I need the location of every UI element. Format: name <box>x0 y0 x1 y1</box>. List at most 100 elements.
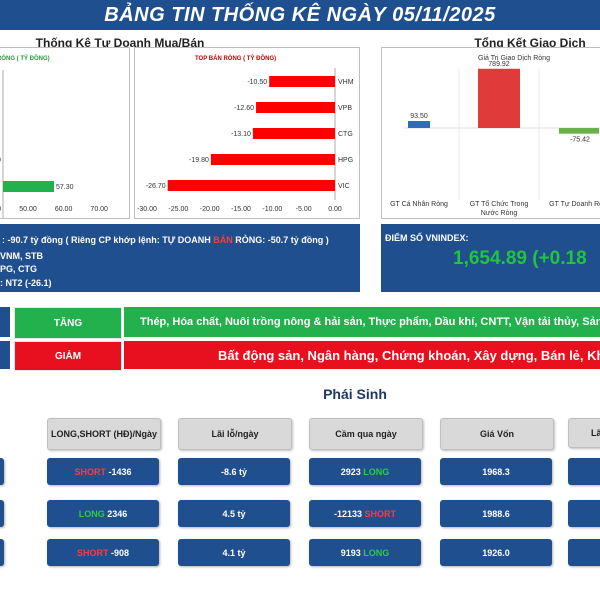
row-2-profit <box>568 500 600 527</box>
sell-chart-title: TOP BÁN RÒNG ( TỶ ĐỒNG) <box>195 54 276 62</box>
buy-chart-title: RÒNG ( TỶ ĐỒNG) <box>0 54 50 62</box>
net-trade-chart-svg: Giá Trị Giao Dịch Ròng 93.50 789.92 -75.42… <box>390 55 600 217</box>
sector-down-list: Bất động sản, Ngân hàng, Chứng khoán, Xâ… <box>124 341 600 369</box>
sell-category-label: VHM <box>338 79 354 86</box>
info-line-4: : NT2 (-26.1) <box>0 278 52 288</box>
sell-category-label: VIC <box>338 183 350 190</box>
buy-tick-label: 40.00 <box>0 206 1 213</box>
buy-tick-label: 60.00 <box>55 206 73 213</box>
row-3-carry: 9193 LONG <box>309 539 421 566</box>
sell-bar <box>252 128 335 139</box>
row-2-pnl: 4.5 tỷ <box>178 500 290 527</box>
row-1-profit <box>568 458 600 485</box>
sell-bar <box>256 102 335 113</box>
row-2-carry: -12133 SHORT <box>309 500 421 527</box>
banner-title: BẢNG TIN THỐNG KÊ NGÀY 05/11/2025 <box>104 3 496 26</box>
net-trade-bar-label: 789.92 <box>488 61 510 68</box>
row-1-pnl: -8.6 tỷ <box>178 458 290 485</box>
sell-bar <box>210 154 335 165</box>
row-2-pos-type: LONG <box>78 508 105 519</box>
left-section-title: Thống Kê Tự Doanh Mua/Bán <box>35 36 205 50</box>
info-line-1-end: RÒNG: -50.7 tỷ đồng ) <box>232 235 329 245</box>
sell-bar-label: -13.10 <box>231 131 251 138</box>
net-trade-chart-title: Giá Trị Giao Dịch Ròng <box>478 55 550 62</box>
sell-tick-label: -25.00 <box>168 206 188 213</box>
buy-partial-label: 0 <box>0 157 1 164</box>
row-1-pos-type: SHORT <box>74 466 106 477</box>
header-carry: Cầm qua ngày <box>309 418 423 450</box>
row-3-position: SHORT -908 <box>47 539 159 566</box>
row-1-position: SHORT -1436 <box>47 458 159 485</box>
sell-tick-label: -10.00 <box>262 206 282 213</box>
header-long-short: LONG,SHORT (HĐ)/Ngày <box>47 418 161 450</box>
info-line-1-highlight: BÁN <box>213 235 233 245</box>
sell-tick-label: -30.00 <box>137 206 157 213</box>
sell-tick-label: 0.00 <box>328 206 342 213</box>
sell-category-label: CTG <box>338 131 353 138</box>
sell-tick-label: -5.00 <box>296 206 312 213</box>
header-pnl: Lãi lỗ/ngày <box>178 418 292 450</box>
buy-tick-label: 70.00 <box>90 206 108 213</box>
row-3-pnl: 4.1 tỷ <box>178 539 290 566</box>
net-trade-bar <box>408 120 430 128</box>
top-sell-chart: TOP BÁN RÒNG ( TỶ ĐỒNG) -10.50 VHM -12.60 V… <box>134 47 360 219</box>
sell-bar-label: -10.50 <box>247 79 267 86</box>
net-trade-category-label: GT Tự Doanh Ròng <box>549 201 600 208</box>
sell-bar-label: -26.70 <box>146 183 166 190</box>
buy-tick-label: 50.00 <box>19 206 37 213</box>
vnindex-value: 1,654.89 (+0.18 <box>453 248 587 269</box>
row-3-pos-value: -908 <box>111 547 130 558</box>
row-1-pos-value: -1436 <box>108 466 132 477</box>
row-1-hold-type: LONG <box>363 466 390 477</box>
info-line-1-text: : -90.7 tỷ đồng ( Riêng CP khớp lệnh: TỰ… <box>2 235 214 245</box>
sell-bar <box>167 180 335 191</box>
net-trade-chart: Giá Trị Giao Dịch Ròng 93.50 789.92 -75.42… <box>381 47 600 219</box>
row-2-hold-type: SHORT <box>364 508 397 519</box>
row-3-hold-value: 9193 <box>340 547 361 558</box>
net-trade-bar-label: 93.50 <box>410 113 428 120</box>
sell-chart-svg: TOP BÁN RÒNG ( TỶ ĐỒNG) -10.50 VHM -12.60 V… <box>137 54 354 213</box>
sector-down-label: GIẢM <box>14 341 122 371</box>
info-panel: : -90.7 tỷ đồng ( Riêng CP khớp lệnh: TỰ… <box>0 224 360 292</box>
row-2-left-edge <box>0 500 4 527</box>
row-1-hold-value: 2923 <box>340 466 361 477</box>
sector-up-left-edge <box>0 307 10 337</box>
right-section-title: Tổng Kết Giao Dịch <box>474 36 586 50</box>
sell-bar-label: -12.60 <box>234 105 254 112</box>
sell-tick-label: -15.00 <box>231 206 251 213</box>
buy-bar-label: 57.30 <box>56 184 74 191</box>
sector-down-left-edge <box>0 341 10 369</box>
sell-category-label: VPB <box>338 105 352 112</box>
info-line-3: PG, CTG <box>0 264 38 274</box>
net-trade-bar-label: -75.42 <box>570 137 590 144</box>
row-2-hold-value: -12133 <box>333 508 362 519</box>
header-cost: Giá Vốn <box>440 418 554 450</box>
vnindex-label: ĐIỂM SỐ VNINDEX: <box>385 233 469 243</box>
row-1-left-edge <box>0 458 4 485</box>
sector-up-label: TĂNG <box>14 307 122 339</box>
info-line-2: VNM, STB <box>0 251 44 261</box>
buy-bar <box>3 181 54 192</box>
row-2-cost: 1988.6 <box>440 500 552 527</box>
net-trade-category-label: GT Tổ Chức Trong Nước Ròng <box>470 200 529 217</box>
derivatives-title: Phái Sinh <box>323 386 387 402</box>
net-trade-bar <box>478 68 520 128</box>
sell-tick-label: -20.00 <box>200 206 220 213</box>
row-2-pos-value: 2346 <box>107 508 128 519</box>
row-3-hold-type: LONG <box>363 547 390 558</box>
row-3-left-edge <box>0 539 4 566</box>
row-3-cost: 1926.0 <box>440 539 552 566</box>
net-trade-category-label: GT Cá Nhân Ròng <box>390 201 448 208</box>
row-3-pos-type: SHORT <box>76 547 109 558</box>
info-line-1: : -90.7 tỷ đồng ( Riêng CP khớp lệnh: TỰ… <box>2 235 329 245</box>
net-trade-bar <box>559 128 599 134</box>
vnindex-panel: ĐIỂM SỐ VNINDEX: 1,654.89 (+0.18 <box>381 224 600 292</box>
sell-bar-label: -19.80 <box>189 157 209 164</box>
sell-category-label: HPG <box>338 157 353 164</box>
header-profit: Lãi <box>568 418 600 448</box>
sell-bar <box>269 76 335 87</box>
sector-up-list: Thép, Hóa chất, Nuôi trồng nông & hải sả… <box>124 307 600 337</box>
row-3-profit <box>568 539 600 566</box>
top-buy-chart: RÒNG ( TỶ ĐỒNG) 0 57.30 30.0040.0050.006… <box>0 47 130 219</box>
buy-chart-svg: RÒNG ( TỶ ĐỒNG) 0 57.30 30.0040.0050.006… <box>0 54 108 218</box>
